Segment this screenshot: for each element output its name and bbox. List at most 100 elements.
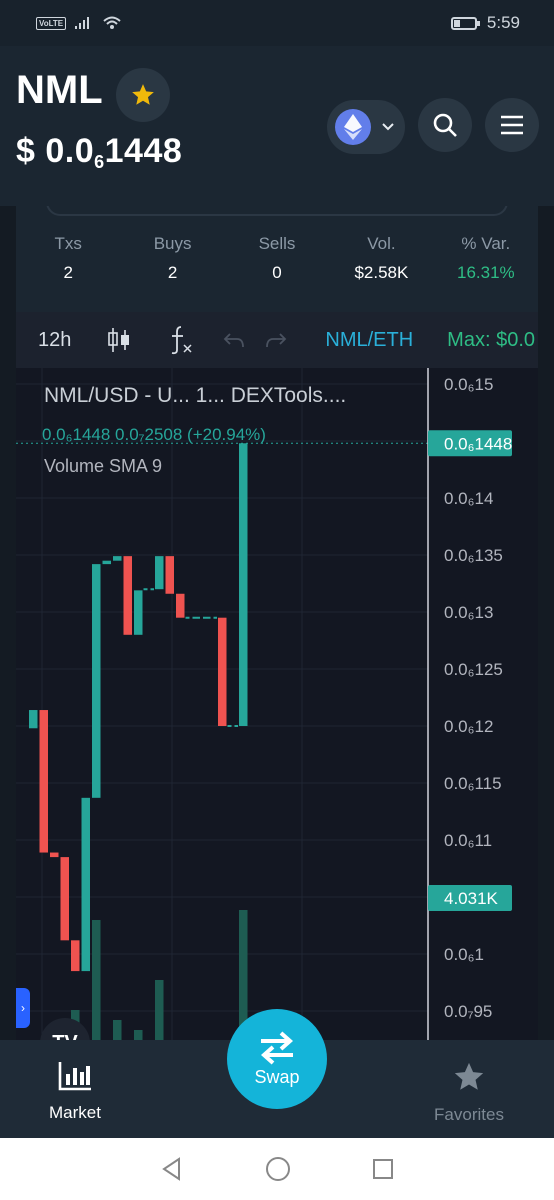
y-axis-tick-label: 0.0₆115 [444, 774, 502, 793]
volume-bar [92, 920, 101, 1040]
swap-arrows-icon [260, 1031, 294, 1064]
price-label-badge [428, 430, 512, 457]
candle [165, 556, 174, 594]
volume-label: 4.031K [444, 889, 499, 908]
hamburger-menu-icon [501, 115, 523, 135]
token-header: NML $ 0.061448 [0, 46, 554, 206]
stat-label: Buys [153, 234, 192, 253]
nav-favorites-label: Favorites [434, 1105, 504, 1124]
search-icon [433, 113, 457, 137]
candle [123, 556, 132, 635]
volume-bar [155, 980, 164, 1040]
y-axis-tick-label: 0.0₆125 [444, 660, 503, 679]
bar-chart-icon [58, 1062, 91, 1091]
y-axis-tick-label: 0.0₆1 [444, 945, 484, 964]
candle [92, 564, 101, 798]
indicators-button[interactable] [167, 325, 193, 355]
home-icon[interactable] [264, 1155, 292, 1183]
nav-favorites[interactable]: Favorites [424, 1060, 514, 1125]
volume-bar [134, 1030, 143, 1040]
star-icon [454, 1062, 484, 1090]
pair-toggle[interactable]: NML/ETH [325, 328, 414, 351]
price-label: 0.0₆1448 [444, 434, 512, 453]
swap-button[interactable]: Swap [227, 1009, 327, 1109]
battery-icon [450, 16, 480, 30]
candle [218, 617, 227, 726]
candle-type-button[interactable] [107, 326, 131, 354]
main-content[interactable]: Txs 2 Buys 2 Sells 0 Vol. $2.58K % Var. 16.31% 12… [0, 206, 554, 1040]
menu-button[interactable] [485, 98, 539, 152]
nav-market-label: Market [49, 1103, 101, 1122]
volume-bar [239, 910, 248, 1040]
stat-txs: Txs 2 [16, 234, 120, 283]
candlestick-chart[interactable]: 0.0₆15 0.0₆14 0.0₆135 0.0₆13 0.0₆125 0.0₆12 0.… [16, 368, 538, 1040]
stat-value: 16.31% [456, 263, 515, 282]
undo-button[interactable] [223, 331, 245, 349]
y-axis-tick-label: 0.0₆11 [444, 831, 492, 850]
stat-value: 2 [167, 263, 178, 282]
candle [29, 710, 38, 729]
stat-var: % Var. 16.31% [434, 234, 538, 283]
candle [239, 443, 248, 726]
stat-value: $2.58K [354, 263, 409, 282]
chevron-down-icon [382, 123, 394, 131]
undo-icon [224, 333, 245, 348]
star-icon [132, 84, 154, 105]
signal-icon [75, 17, 90, 29]
volume-indicator-label: Volume SMA 9 [44, 456, 163, 476]
max-price: Max: $0.0 [447, 328, 535, 351]
chart-toolbar: 12h NML/ETH Max: $0.0 [16, 312, 538, 368]
candle [39, 710, 48, 853]
interval-selector[interactable]: 12h [38, 328, 72, 351]
candle [102, 560, 111, 565]
drawing-tools-toggle[interactable]: › [16, 988, 30, 1028]
stat-buys: Buys 2 [120, 234, 224, 283]
volume-bar [113, 1020, 122, 1040]
favorite-button[interactable] [116, 68, 170, 122]
candle [60, 857, 69, 941]
wifi-icon [103, 16, 121, 29]
chain-selector[interactable] [327, 100, 405, 154]
y-axis-tick-label: 0.0₆12 [444, 717, 493, 736]
candle [50, 852, 59, 858]
stat-label: Txs [54, 234, 82, 253]
nav-market[interactable]: Market [30, 1060, 120, 1123]
redo-button[interactable] [265, 331, 287, 349]
chart-legend-title: NML/USD - U... 1... DEXTools.... [44, 384, 347, 407]
stats-row: Txs 2 Buys 2 Sells 0 Vol. $2.58K % Var. 16.31% [16, 234, 538, 283]
volume-label-badge [428, 885, 512, 911]
search-button[interactable] [418, 98, 472, 152]
recents-icon[interactable] [371, 1157, 395, 1181]
trade-stats-card: Txs 2 Buys 2 Sells 0 Vol. $2.58K % Var. 16.31% [16, 206, 538, 312]
y-axis-tick-label: 0.0₆135 [444, 546, 503, 565]
chart-legend-values: 0.0₆1448 0.0₇2508 (+20.94%) [42, 425, 266, 444]
redo-icon [266, 333, 287, 348]
stat-vol: Vol. $2.58K [329, 234, 433, 283]
stat-label: Vol. [367, 234, 396, 253]
token-price: $ 0.061448 [16, 132, 183, 172]
back-icon[interactable] [159, 1156, 185, 1182]
candle [176, 593, 185, 618]
y-axis-tick-label: 0.0₆13 [444, 603, 493, 622]
candle [134, 590, 143, 635]
tradingview-logo: TV [40, 1018, 90, 1040]
stat-label: % Var. [461, 234, 511, 253]
swap-label: Swap [254, 1066, 300, 1087]
stat-sells: Sells 0 [225, 234, 329, 283]
candle [113, 556, 122, 561]
candle [71, 940, 80, 972]
ethereum-icon [335, 109, 371, 145]
clock: 5:59 [486, 13, 520, 32]
card-edge [46, 206, 508, 216]
price-chart[interactable]: 0.0₆15 0.0₆14 0.0₆135 0.0₆13 0.0₆125 0.0₆12 0.… [16, 368, 538, 1040]
volte-icon: VoLTE [36, 16, 67, 30]
chart-panel: 12h NML/ETH Max: $0.0 0.0₆15 0.0₆14 0.0₆13… [16, 312, 538, 1040]
candle [81, 797, 90, 972]
function-icon [172, 326, 192, 355]
stat-value: 0 [272, 263, 282, 282]
y-axis-tick-label: 0.0₇95 [444, 1002, 492, 1021]
stat-label: Sells [258, 234, 296, 253]
stat-value: 2 [63, 263, 73, 282]
y-axis-tick-label: 0.0₆14 [444, 489, 493, 508]
candle [155, 556, 164, 590]
